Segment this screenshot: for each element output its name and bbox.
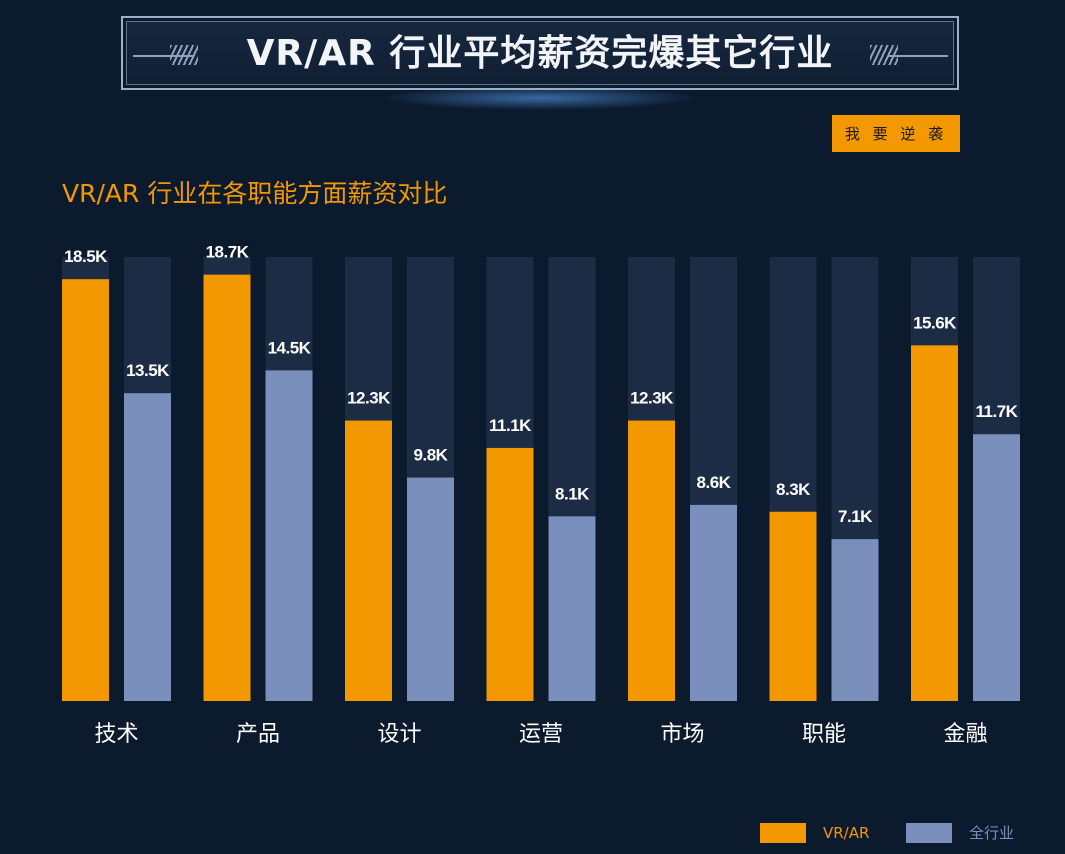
data-label: 18.7K [206,243,250,262]
legend-label-vrar: VR/AR [823,824,870,842]
chart-title: VR/AR 行业在各职能方面薪资对比 [62,179,448,208]
bar-vrar [628,420,675,701]
data-label: 8.1K [555,484,590,503]
category-label: 市场 [660,722,704,747]
bar-all-industry [124,393,171,701]
counterattack-button[interactable]: 我 要 逆 袭 [832,115,960,152]
data-label: 8.3K [776,480,811,499]
legend-swatch-all [906,823,952,843]
banner-glow [380,86,700,110]
data-label: 13.5K [126,361,170,380]
title-banner [121,16,959,90]
data-label: 15.6K [913,313,957,332]
bar-all-industry [548,516,596,701]
legend-swatch-vrar [760,823,806,843]
category-label: 运营 [519,722,563,747]
bar-all-industry [690,504,737,701]
banner-rule-left [133,55,193,57]
data-label: 14.5K [268,338,312,357]
bar-vrar [769,511,817,701]
bar-all-industry [407,477,454,701]
data-label: 12.3K [347,389,391,408]
category-label: 设计 [377,722,421,747]
category-label: 产品 [236,722,280,747]
data-label: 11.1K [489,416,532,435]
category-label: 金融 [943,722,987,747]
bar-all-industry [831,539,879,701]
banner-hatch-right [870,45,898,65]
data-label: 7.1K [838,507,873,526]
data-label: 9.8K [414,446,449,465]
banner-hatch-left [170,45,198,65]
bar-vrar [911,345,958,701]
data-label: 12.3K [630,389,674,408]
bar-all-industry [973,434,1020,701]
bar-vrar [486,447,534,701]
page-title: VR/AR 行业平均薪资完爆其它行业 [246,33,834,74]
category-label: 技术 [94,722,138,747]
bar-vrar [62,279,109,701]
category-label: 职能 [802,722,846,747]
bar-all-industry [265,370,313,701]
bar-vrar [203,274,251,701]
data-label: 18.5K [64,247,108,266]
data-label: 11.7K [976,402,1019,421]
banner-rule-right [888,55,948,57]
data-label: 8.6K [697,473,732,492]
bar-vrar [345,420,392,701]
legend-label-all: 全行业 [969,824,1015,842]
